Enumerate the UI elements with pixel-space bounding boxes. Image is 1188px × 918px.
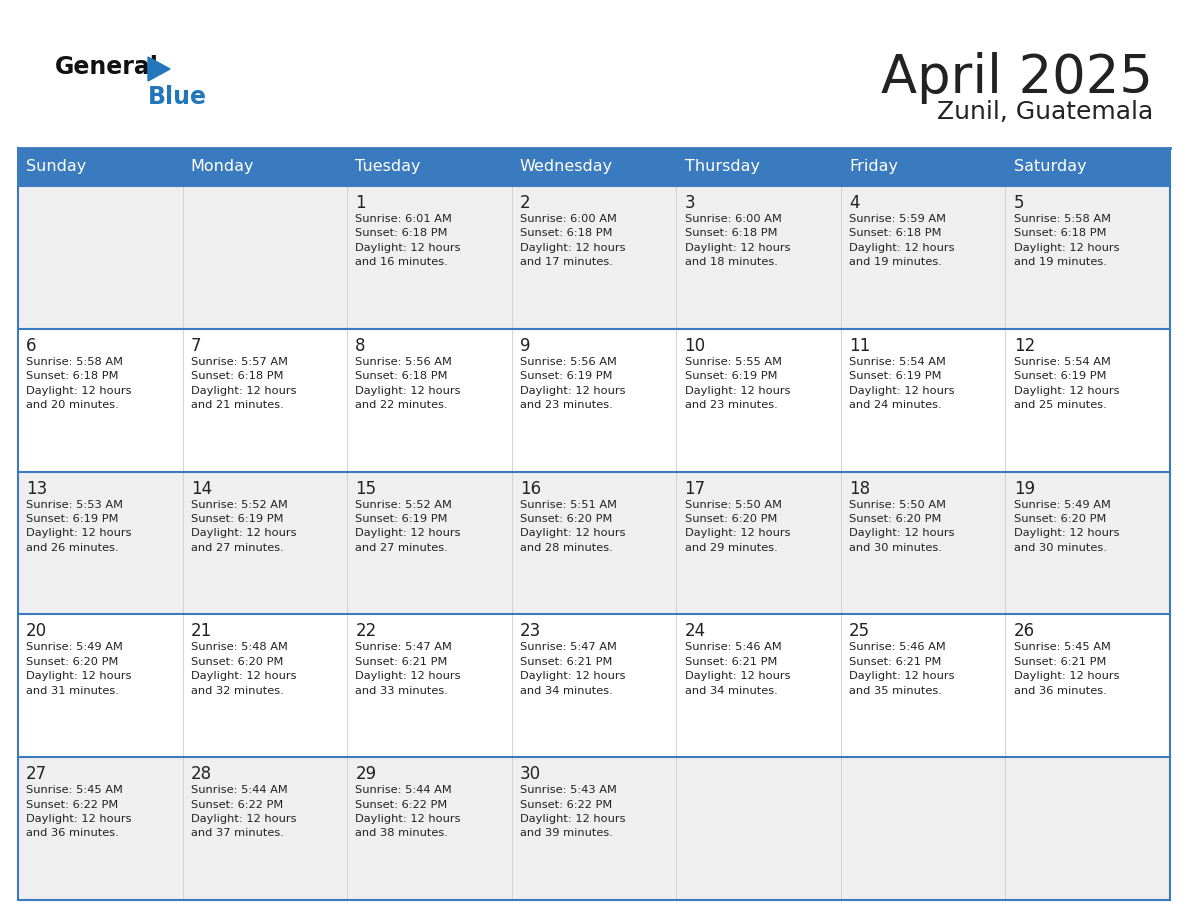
Text: 8: 8 (355, 337, 366, 354)
Text: 28: 28 (191, 766, 211, 783)
Text: Friday: Friday (849, 160, 898, 174)
Text: Sunrise: 5:56 AM
Sunset: 6:18 PM
Daylight: 12 hours
and 22 minutes.: Sunrise: 5:56 AM Sunset: 6:18 PM Dayligh… (355, 357, 461, 410)
Text: Sunrise: 5:58 AM
Sunset: 6:18 PM
Daylight: 12 hours
and 19 minutes.: Sunrise: 5:58 AM Sunset: 6:18 PM Dayligh… (1013, 214, 1119, 267)
Text: Thursday: Thursday (684, 160, 759, 174)
Text: 7: 7 (191, 337, 201, 354)
Text: 29: 29 (355, 766, 377, 783)
Text: Sunrise: 5:45 AM
Sunset: 6:21 PM
Daylight: 12 hours
and 36 minutes.: Sunrise: 5:45 AM Sunset: 6:21 PM Dayligh… (1013, 643, 1119, 696)
Text: 2: 2 (520, 194, 531, 212)
Text: Sunrise: 6:01 AM
Sunset: 6:18 PM
Daylight: 12 hours
and 16 minutes.: Sunrise: 6:01 AM Sunset: 6:18 PM Dayligh… (355, 214, 461, 267)
Text: Sunrise: 6:00 AM
Sunset: 6:18 PM
Daylight: 12 hours
and 17 minutes.: Sunrise: 6:00 AM Sunset: 6:18 PM Dayligh… (520, 214, 625, 267)
Text: Sunrise: 5:51 AM
Sunset: 6:20 PM
Daylight: 12 hours
and 28 minutes.: Sunrise: 5:51 AM Sunset: 6:20 PM Dayligh… (520, 499, 625, 553)
Text: 3: 3 (684, 194, 695, 212)
Text: Sunrise: 5:48 AM
Sunset: 6:20 PM
Daylight: 12 hours
and 32 minutes.: Sunrise: 5:48 AM Sunset: 6:20 PM Dayligh… (191, 643, 296, 696)
Text: 21: 21 (191, 622, 211, 641)
Text: 16: 16 (520, 479, 541, 498)
Text: 24: 24 (684, 622, 706, 641)
Text: Sunrise: 5:44 AM
Sunset: 6:22 PM
Daylight: 12 hours
and 37 minutes.: Sunrise: 5:44 AM Sunset: 6:22 PM Dayligh… (191, 785, 296, 838)
Text: April 2025: April 2025 (881, 52, 1154, 104)
Text: 26: 26 (1013, 622, 1035, 641)
Text: Sunrise: 5:46 AM
Sunset: 6:21 PM
Daylight: 12 hours
and 34 minutes.: Sunrise: 5:46 AM Sunset: 6:21 PM Dayligh… (684, 643, 790, 696)
Text: 1: 1 (355, 194, 366, 212)
Bar (18, 757, 1170, 900)
Text: 10: 10 (684, 337, 706, 354)
Text: 15: 15 (355, 479, 377, 498)
Text: Sunrise: 5:45 AM
Sunset: 6:22 PM
Daylight: 12 hours
and 36 minutes.: Sunrise: 5:45 AM Sunset: 6:22 PM Dayligh… (26, 785, 132, 838)
Text: Saturday: Saturday (1013, 160, 1086, 174)
Text: 4: 4 (849, 194, 860, 212)
Text: 20: 20 (26, 622, 48, 641)
Text: 17: 17 (684, 479, 706, 498)
Text: 11: 11 (849, 337, 871, 354)
Bar (18, 472, 1170, 614)
Text: Sunrise: 5:52 AM
Sunset: 6:19 PM
Daylight: 12 hours
and 27 minutes.: Sunrise: 5:52 AM Sunset: 6:19 PM Dayligh… (355, 499, 461, 553)
Text: Sunrise: 5:49 AM
Sunset: 6:20 PM
Daylight: 12 hours
and 30 minutes.: Sunrise: 5:49 AM Sunset: 6:20 PM Dayligh… (1013, 499, 1119, 553)
Bar (18, 329, 1170, 472)
Text: Sunrise: 5:49 AM
Sunset: 6:20 PM
Daylight: 12 hours
and 31 minutes.: Sunrise: 5:49 AM Sunset: 6:20 PM Dayligh… (26, 643, 132, 696)
Text: Sunrise: 5:47 AM
Sunset: 6:21 PM
Daylight: 12 hours
and 33 minutes.: Sunrise: 5:47 AM Sunset: 6:21 PM Dayligh… (355, 643, 461, 696)
Text: 25: 25 (849, 622, 871, 641)
Text: Sunrise: 5:54 AM
Sunset: 6:19 PM
Daylight: 12 hours
and 25 minutes.: Sunrise: 5:54 AM Sunset: 6:19 PM Dayligh… (1013, 357, 1119, 410)
Text: Zunil, Guatemala: Zunil, Guatemala (937, 100, 1154, 124)
Text: Sunrise: 5:44 AM
Sunset: 6:22 PM
Daylight: 12 hours
and 38 minutes.: Sunrise: 5:44 AM Sunset: 6:22 PM Dayligh… (355, 785, 461, 838)
Bar (18, 148, 1170, 186)
Text: 23: 23 (520, 622, 542, 641)
Text: Sunday: Sunday (26, 160, 87, 174)
Text: Sunrise: 5:53 AM
Sunset: 6:19 PM
Daylight: 12 hours
and 26 minutes.: Sunrise: 5:53 AM Sunset: 6:19 PM Dayligh… (26, 499, 132, 553)
Text: Blue: Blue (148, 85, 207, 109)
Text: 5: 5 (1013, 194, 1024, 212)
Text: 22: 22 (355, 622, 377, 641)
Text: 14: 14 (191, 479, 211, 498)
Bar (18, 186, 1170, 329)
Text: Tuesday: Tuesday (355, 160, 421, 174)
Text: Sunrise: 5:54 AM
Sunset: 6:19 PM
Daylight: 12 hours
and 24 minutes.: Sunrise: 5:54 AM Sunset: 6:19 PM Dayligh… (849, 357, 955, 410)
Text: Sunrise: 5:52 AM
Sunset: 6:19 PM
Daylight: 12 hours
and 27 minutes.: Sunrise: 5:52 AM Sunset: 6:19 PM Dayligh… (191, 499, 296, 553)
Text: 13: 13 (26, 479, 48, 498)
Bar (18, 614, 1170, 757)
Text: 18: 18 (849, 479, 871, 498)
Text: Sunrise: 5:46 AM
Sunset: 6:21 PM
Daylight: 12 hours
and 35 minutes.: Sunrise: 5:46 AM Sunset: 6:21 PM Dayligh… (849, 643, 955, 696)
Text: Sunrise: 5:55 AM
Sunset: 6:19 PM
Daylight: 12 hours
and 23 minutes.: Sunrise: 5:55 AM Sunset: 6:19 PM Dayligh… (684, 357, 790, 410)
Text: Sunrise: 5:56 AM
Sunset: 6:19 PM
Daylight: 12 hours
and 23 minutes.: Sunrise: 5:56 AM Sunset: 6:19 PM Dayligh… (520, 357, 625, 410)
Text: Wednesday: Wednesday (520, 160, 613, 174)
Text: Sunrise: 5:47 AM
Sunset: 6:21 PM
Daylight: 12 hours
and 34 minutes.: Sunrise: 5:47 AM Sunset: 6:21 PM Dayligh… (520, 643, 625, 696)
Text: 12: 12 (1013, 337, 1035, 354)
Text: Sunrise: 5:57 AM
Sunset: 6:18 PM
Daylight: 12 hours
and 21 minutes.: Sunrise: 5:57 AM Sunset: 6:18 PM Dayligh… (191, 357, 296, 410)
Text: Sunrise: 6:00 AM
Sunset: 6:18 PM
Daylight: 12 hours
and 18 minutes.: Sunrise: 6:00 AM Sunset: 6:18 PM Dayligh… (684, 214, 790, 267)
Text: 27: 27 (26, 766, 48, 783)
Text: Sunrise: 5:58 AM
Sunset: 6:18 PM
Daylight: 12 hours
and 20 minutes.: Sunrise: 5:58 AM Sunset: 6:18 PM Dayligh… (26, 357, 132, 410)
Text: Monday: Monday (191, 160, 254, 174)
Text: Sunrise: 5:59 AM
Sunset: 6:18 PM
Daylight: 12 hours
and 19 minutes.: Sunrise: 5:59 AM Sunset: 6:18 PM Dayligh… (849, 214, 955, 267)
Polygon shape (148, 57, 170, 81)
Text: 9: 9 (520, 337, 531, 354)
Text: Sunrise: 5:43 AM
Sunset: 6:22 PM
Daylight: 12 hours
and 39 minutes.: Sunrise: 5:43 AM Sunset: 6:22 PM Dayligh… (520, 785, 625, 838)
Text: Sunrise: 5:50 AM
Sunset: 6:20 PM
Daylight: 12 hours
and 30 minutes.: Sunrise: 5:50 AM Sunset: 6:20 PM Dayligh… (849, 499, 955, 553)
Text: 19: 19 (1013, 479, 1035, 498)
Text: General: General (55, 55, 159, 79)
Text: Sunrise: 5:50 AM
Sunset: 6:20 PM
Daylight: 12 hours
and 29 minutes.: Sunrise: 5:50 AM Sunset: 6:20 PM Dayligh… (684, 499, 790, 553)
Text: 6: 6 (26, 337, 37, 354)
Text: 30: 30 (520, 766, 541, 783)
